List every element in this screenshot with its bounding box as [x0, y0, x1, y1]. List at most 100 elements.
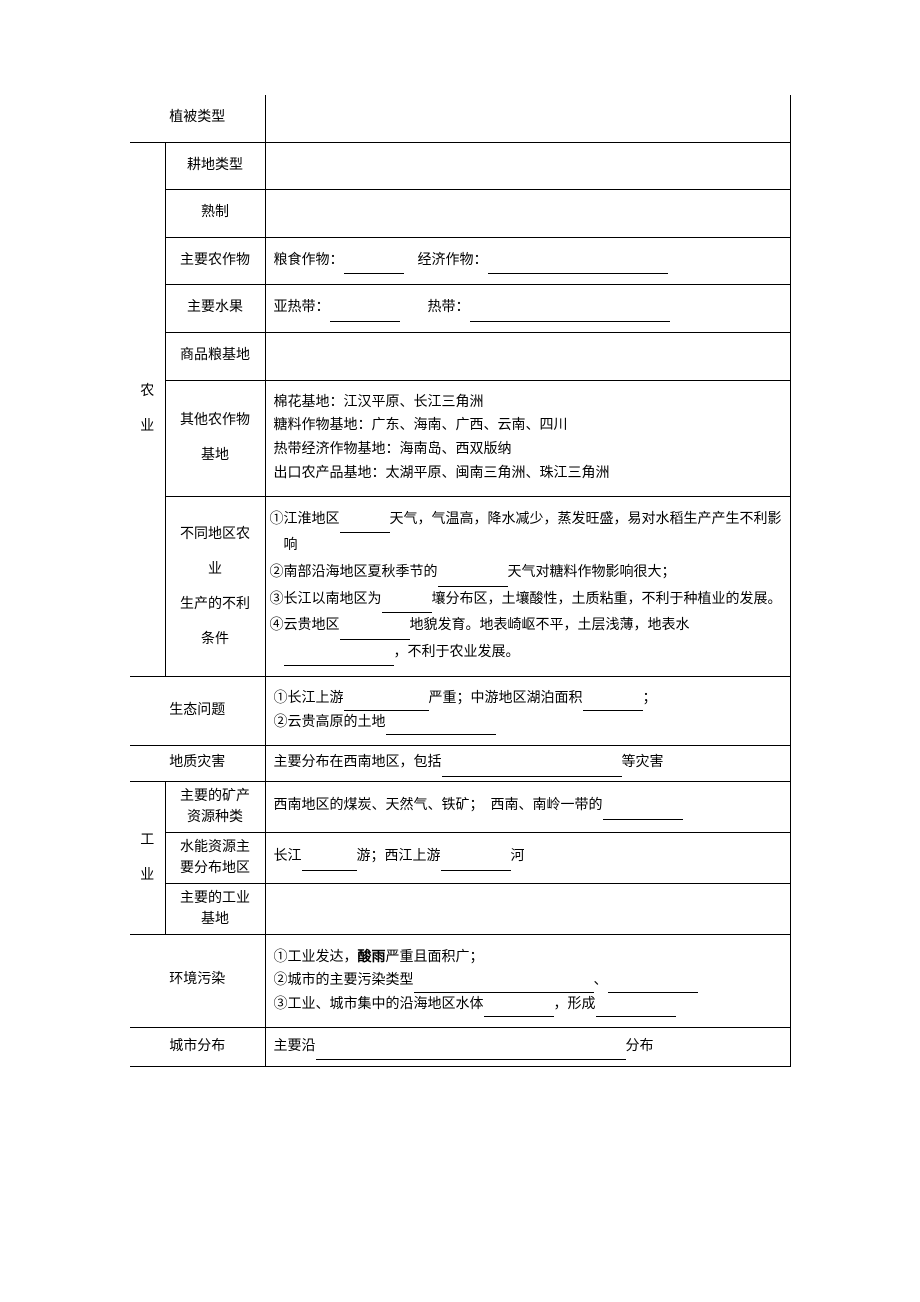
- blank: [340, 624, 410, 639]
- blank: [330, 307, 400, 322]
- text: 严重且面积广；: [386, 950, 484, 965]
- text: ，不利于农业发展。: [394, 645, 520, 660]
- text: ①长江上游: [274, 691, 344, 706]
- text: 主要分布在西南地区，包括: [274, 755, 442, 770]
- text: ；: [643, 691, 657, 706]
- text: ②云贵高原的土地: [274, 715, 386, 730]
- text-bold: 酸雨: [358, 948, 386, 964]
- text: 经济作物：: [418, 253, 488, 268]
- cell-vegetation-content: [265, 95, 790, 142]
- cell-indbase-label: 主要的工业基地: [165, 883, 265, 934]
- blank: [441, 855, 511, 870]
- cell-hydro-content: 长江 游；西江上游 河: [265, 832, 790, 883]
- table-row: 水能资源主要分布地区 长江 游；西江上游 河: [130, 832, 790, 883]
- cell-crops-label: 主要农作物: [165, 237, 265, 285]
- text: ④云贵地区: [270, 618, 340, 633]
- table-row: 工业 主要的矿产资源种类 西南地区的煤炭、天然气、铁矿； 西南、南岭一带的: [130, 781, 790, 832]
- text: 亚热带：: [274, 300, 330, 315]
- text: 游；西江上游: [357, 849, 441, 864]
- cell-cropping-content: [265, 190, 790, 238]
- table-row: 不同地区农业 生产的不利 条件 ①江淮地区天气，气温高，降水减少，蒸发旺盛，易对…: [130, 496, 790, 677]
- blank: [316, 1045, 626, 1060]
- table-row: 商品粮基地: [130, 332, 790, 380]
- text: 条件: [201, 632, 229, 647]
- blank: [386, 720, 496, 735]
- text: 主要沿: [274, 1039, 316, 1054]
- text: 壤分布区，土壤酸性，土质粘重，不利于种植业的发展。: [432, 592, 782, 607]
- blank: [596, 1002, 676, 1017]
- text: 热带：: [428, 300, 470, 315]
- table-row: 熟制: [130, 190, 790, 238]
- cell-agriculture-group: 农业: [130, 142, 165, 677]
- blank: [302, 855, 357, 870]
- table-row: 环境污染 ①工业发达，酸雨严重且面积广； ②城市的主要污染类型、 ③工业、城市集…: [130, 934, 790, 1027]
- table-row: 农业 耕地类型: [130, 142, 790, 190]
- text: ②南部沿海地区夏秋季节的: [270, 565, 438, 580]
- cell-city-label: 城市分布: [130, 1027, 265, 1067]
- text: 其他农作物: [180, 413, 250, 428]
- cell-hydro-label: 水能资源主要分布地区: [165, 832, 265, 883]
- blank: [284, 651, 394, 666]
- blank: [344, 696, 429, 711]
- cell-geo-label: 地质灾害: [130, 745, 265, 781]
- cell-pollution-content: ①工业发达，酸雨严重且面积广； ②城市的主要污染类型、 ③工业、城市集中的沿海地…: [265, 934, 790, 1027]
- cell-industry-group: 工业: [130, 781, 165, 934]
- blank: [340, 518, 390, 533]
- text: 西南地区的煤炭、天然气、铁矿； 西南、南岭一带的: [274, 798, 603, 813]
- cell-eco-content: ①长江上游严重；中游地区湖泊面积； ②云贵高原的土地: [265, 677, 790, 746]
- text: 、: [594, 973, 608, 988]
- cell-adverse-label: 不同地区农业 生产的不利 条件: [165, 496, 265, 677]
- table-row: 城市分布 主要沿 分布: [130, 1027, 790, 1067]
- text: 分布: [626, 1039, 654, 1054]
- cell-grainbase-content: [265, 332, 790, 380]
- text: 粮食作物：: [274, 253, 344, 268]
- text: 地貌发育。地表崎岖不平，土层浅薄，地表水: [410, 618, 690, 633]
- cell-farmland-content: [265, 142, 790, 190]
- blank: [488, 259, 668, 274]
- blank: [438, 571, 508, 586]
- text: 河: [511, 849, 525, 864]
- blank: [382, 598, 432, 613]
- text: 糖料作物基地：广东、海南、广西、云南、四川: [274, 418, 568, 433]
- blank: [442, 761, 622, 776]
- text: 生产的不利: [180, 597, 250, 612]
- table-row: 地质灾害 主要分布在西南地区，包括 等灾害: [130, 745, 790, 781]
- text: ③长江以南地区为: [270, 592, 382, 607]
- text: ③工业、城市集中的沿海地区水体: [274, 997, 484, 1012]
- table-row: 主要水果 亚热带： 热带：: [130, 285, 790, 333]
- cell-geo-content: 主要分布在西南地区，包括 等灾害: [265, 745, 790, 781]
- text: 长江: [274, 849, 302, 864]
- text: 等灾害: [622, 755, 664, 770]
- text: ①江淮地区: [270, 512, 340, 527]
- cell-otherbase-label: 其他农作物 基地: [165, 380, 265, 496]
- table-row: 主要农作物 粮食作物： 经济作物：: [130, 237, 790, 285]
- blank: [470, 307, 670, 322]
- table-row: 植被类型: [130, 95, 790, 142]
- cell-fruits-label: 主要水果: [165, 285, 265, 333]
- cell-farmland-label: 耕地类型: [165, 142, 265, 190]
- cell-cropping-label: 熟制: [165, 190, 265, 238]
- cell-fruits-content: 亚热带： 热带：: [265, 285, 790, 333]
- cell-eco-label: 生态问题: [130, 677, 265, 746]
- text: ①工业发达，: [274, 950, 358, 965]
- cell-otherbase-content: 棉花基地：江汉平原、长江三角洲 糖料作物基地：广东、海南、广西、云南、四川 热带…: [265, 380, 790, 496]
- cell-minerals-label: 主要的矿产资源种类: [165, 781, 265, 832]
- cell-grainbase-label: 商品粮基地: [165, 332, 265, 380]
- document-table: 植被类型 农业 耕地类型 熟制 主要农作物 粮食作物： 经济作物： 主要水果 亚…: [130, 95, 791, 1067]
- cell-pollution-label: 环境污染: [130, 934, 265, 1027]
- cell-crops-content: 粮食作物： 经济作物：: [265, 237, 790, 285]
- text: 棉花基地：江汉平原、长江三角洲: [274, 395, 484, 410]
- cell-minerals-content: 西南地区的煤炭、天然气、铁矿； 西南、南岭一带的: [265, 781, 790, 832]
- text: 热带经济作物基地：海南岛、西双版纳: [274, 442, 512, 457]
- table-row: 生态问题 ①长江上游严重；中游地区湖泊面积； ②云贵高原的土地: [130, 677, 790, 746]
- table-row: 其他农作物 基地 棉花基地：江汉平原、长江三角洲 糖料作物基地：广东、海南、广西…: [130, 380, 790, 496]
- table-row: 主要的工业基地: [130, 883, 790, 934]
- text: 基地: [201, 448, 229, 463]
- blank: [344, 259, 404, 274]
- cell-indbase-content: [265, 883, 790, 934]
- text: ，形成: [554, 997, 596, 1012]
- blank: [583, 696, 643, 711]
- blank: [484, 1002, 554, 1017]
- cell-vegetation-label: 植被类型: [130, 95, 265, 142]
- blank: [603, 804, 683, 819]
